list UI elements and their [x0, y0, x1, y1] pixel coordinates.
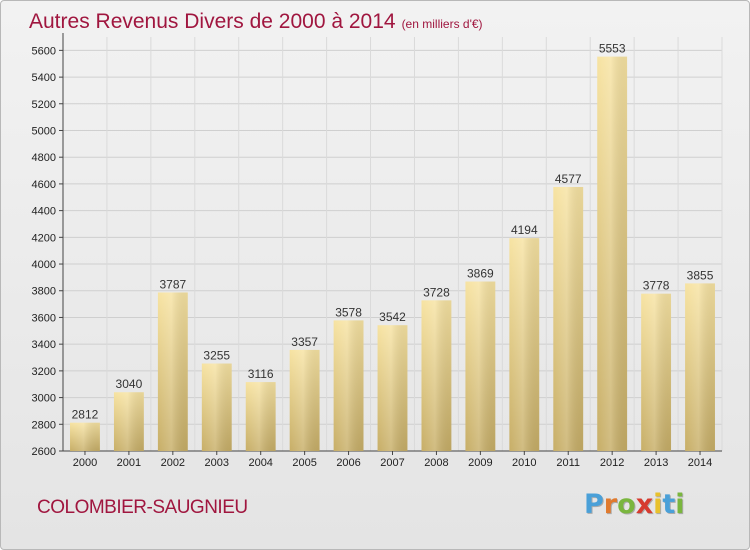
x-tick-label: 2006 — [336, 457, 360, 469]
chart-title: Autres Revenus Divers de 2000 à 2014 (en … — [29, 10, 483, 34]
data-label: 3040 — [116, 377, 143, 391]
data-label: 3787 — [159, 277, 186, 291]
x-tick-label: 2013 — [644, 457, 668, 469]
x-tick-label: 2008 — [424, 457, 448, 469]
data-label: 3778 — [643, 279, 670, 293]
y-tick-label: 3400 — [32, 339, 56, 351]
y-tick-label: 2600 — [32, 446, 56, 458]
proxiti-logo: Proxiti — [584, 489, 685, 520]
bar-shine — [597, 56, 628, 451]
y-tick-label: 3000 — [32, 393, 56, 405]
x-tick-label: 2000 — [73, 457, 97, 469]
data-label: 4577 — [555, 172, 582, 186]
x-tick-label: 2003 — [205, 457, 229, 469]
y-tick-label: 3800 — [32, 286, 56, 298]
bar-shine — [509, 238, 540, 451]
chart-title-text: Autres Revenus Divers de 2000 à 2014 — [29, 10, 396, 33]
y-tick-label: 4600 — [32, 179, 56, 191]
data-label: 3728 — [423, 285, 450, 299]
y-tick-label: 4000 — [32, 259, 56, 271]
bar-shine — [289, 349, 320, 451]
y-tick-label: 3200 — [32, 366, 56, 378]
x-tick-label: 2012 — [600, 457, 624, 469]
data-label: 5553 — [599, 42, 626, 56]
y-tick-label: 3600 — [32, 312, 56, 324]
data-label: 3542 — [379, 310, 406, 324]
data-label: 2812 — [72, 408, 99, 422]
logo-letter: o — [617, 489, 636, 520]
bar-shine — [421, 300, 452, 451]
bar-shine — [685, 283, 715, 451]
bar-shine — [245, 382, 276, 451]
bar-shine — [113, 392, 144, 451]
bar-shine — [641, 293, 672, 451]
x-tick-label: 2001 — [117, 457, 141, 469]
x-tick-label: 2005 — [292, 457, 316, 469]
x-tick-label: 2007 — [380, 457, 404, 469]
bar-shine — [377, 325, 408, 451]
logo-letter: i — [653, 489, 663, 520]
x-tick-label: 2004 — [248, 457, 272, 469]
labels: 2812 2000 3040 2001 3787 2002 3255 2003 3116 2004… — [72, 42, 714, 469]
chart-subtitle: (en milliers d'€) — [401, 17, 483, 31]
logo-letter: t — [662, 489, 676, 520]
data-label: 3869 — [467, 267, 494, 281]
bar-shine — [201, 363, 232, 451]
y-tick-label: 2800 — [32, 419, 56, 431]
bar-shine — [333, 320, 364, 451]
x-tick-label: 2009 — [468, 457, 492, 469]
data-label: 3855 — [687, 268, 714, 282]
bar-shine — [465, 281, 496, 451]
y-tick-label: 4400 — [32, 206, 56, 218]
y-tick-label: 4200 — [32, 232, 56, 244]
data-label: 3578 — [335, 305, 362, 319]
town-name: COLOMBIER-SAUGNIEU — [37, 497, 248, 518]
data-label: 3116 — [248, 367, 274, 381]
logo-letter: P — [584, 489, 604, 520]
x-tick-label: 2014 — [688, 457, 712, 469]
bar-shine — [553, 186, 584, 451]
x-tick-label: 2002 — [161, 457, 185, 469]
logo-letter: r — [603, 489, 618, 520]
bar-shine — [157, 292, 188, 451]
data-label: 4194 — [511, 223, 538, 237]
logo-letter: x — [635, 489, 654, 520]
data-label: 3357 — [291, 335, 318, 349]
y-tick-label: 5200 — [32, 99, 56, 111]
logo-letter: i — [675, 489, 685, 520]
bar-shine — [70, 422, 100, 451]
y-tick-label: 5600 — [32, 45, 56, 57]
x-tick-label: 2010 — [512, 457, 536, 469]
data-label: 3255 — [203, 349, 230, 363]
x-tick-label: 2011 — [556, 457, 580, 469]
y-tick-label: 5400 — [32, 72, 56, 84]
y-tick-label: 5000 — [32, 125, 56, 137]
y-tick-label: 4800 — [32, 152, 56, 164]
bars — [70, 56, 715, 451]
